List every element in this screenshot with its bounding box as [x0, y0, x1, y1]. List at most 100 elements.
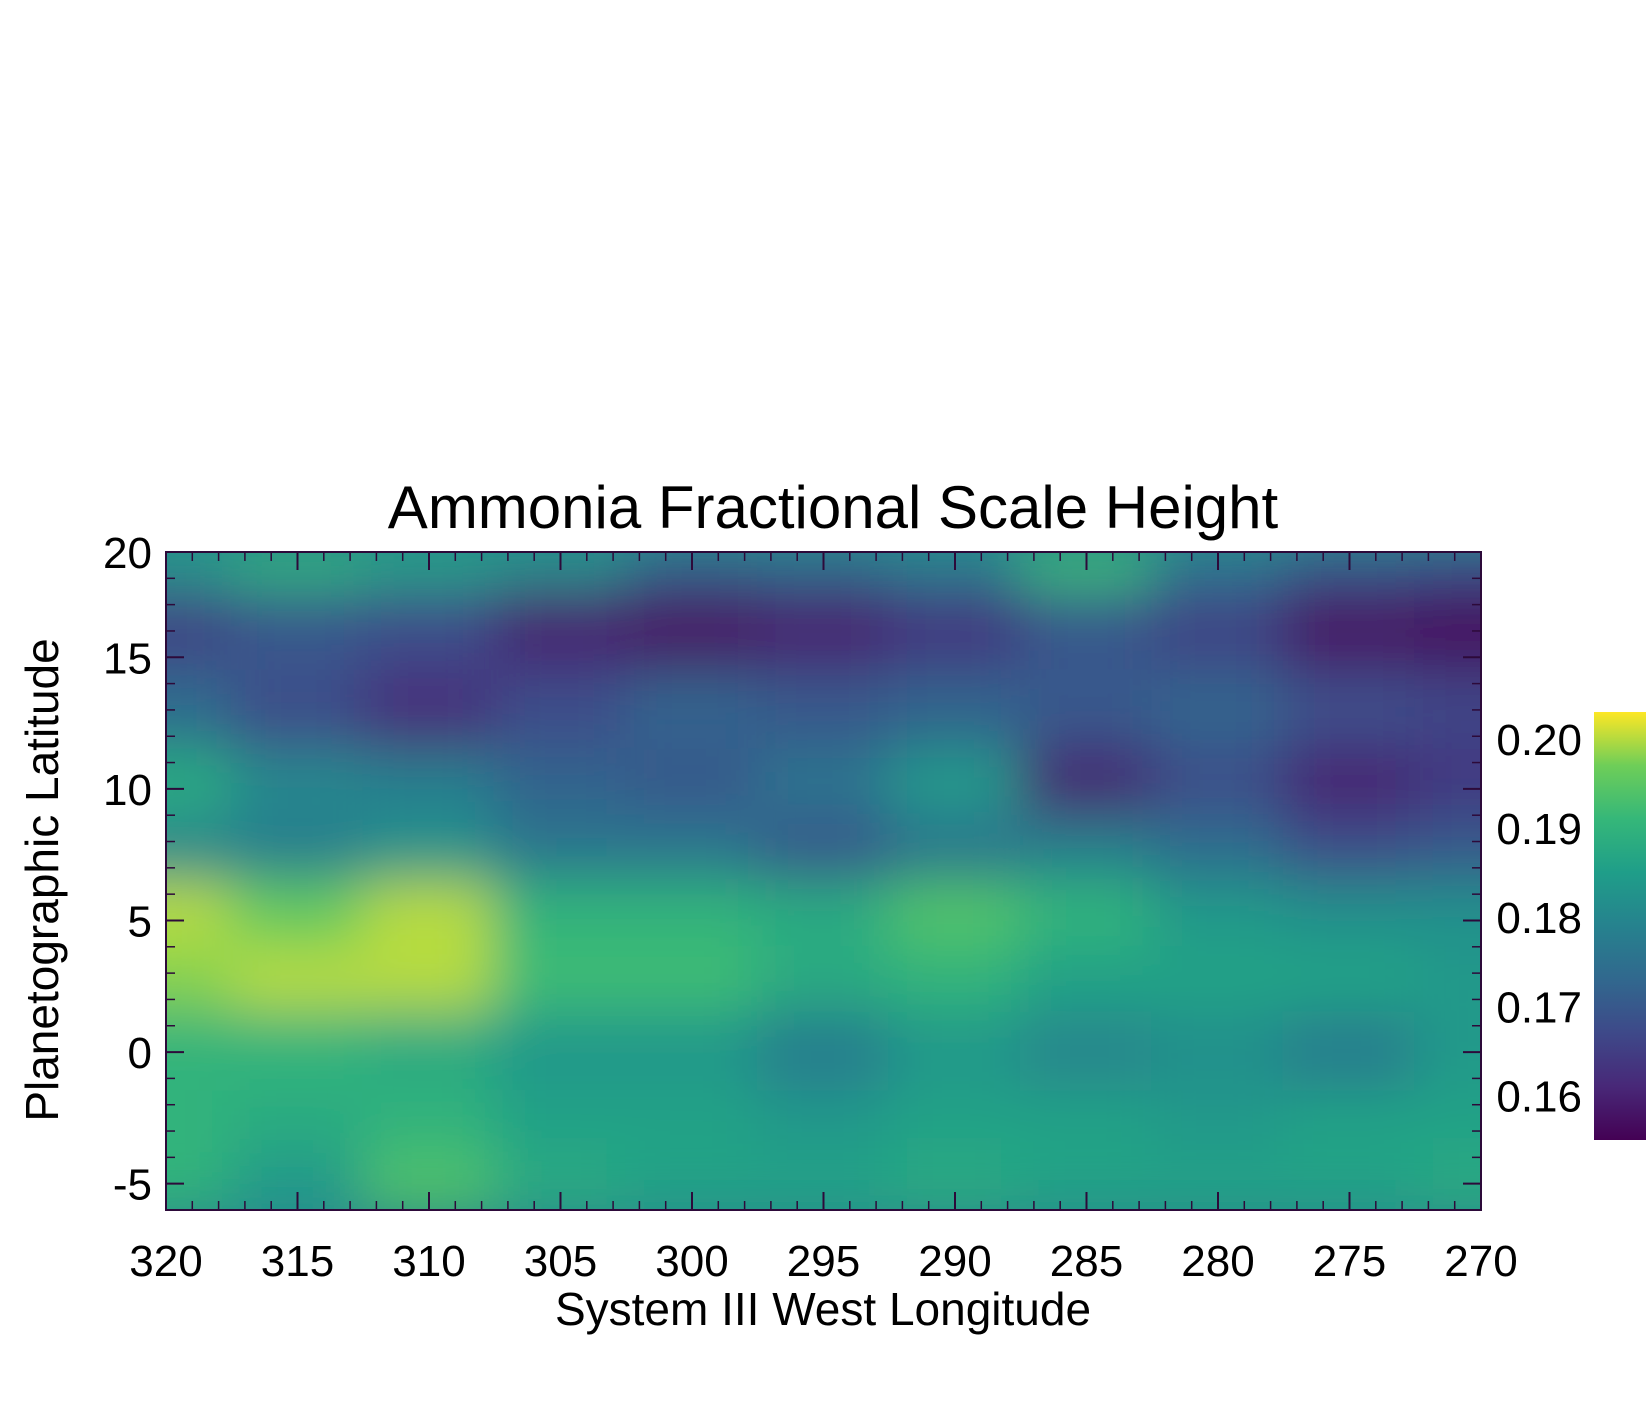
colorbar-tick-label: 0.17	[1496, 983, 1582, 1032]
heatmap-cell	[1282, 748, 1417, 817]
heatmap-cell	[230, 880, 365, 948]
heatmap-cell	[166, 748, 233, 817]
heatmap-cell	[166, 814, 233, 882]
heatmap-cell	[625, 1090, 759, 1159]
heatmap-cell	[166, 1090, 233, 1159]
heatmap-cell	[493, 945, 628, 1014]
y-tick-label: 20	[103, 529, 152, 578]
heatmap-cell	[1019, 748, 1154, 817]
y-tick-label: 5	[128, 897, 152, 946]
x-tick-label: 310	[392, 1237, 465, 1286]
heatmap-cell	[756, 880, 891, 948]
heatmap-cell	[362, 1090, 496, 1159]
heatmap-cell	[230, 590, 365, 672]
heatmap-cell	[756, 1011, 891, 1093]
heatmap-cell	[1019, 1090, 1154, 1159]
y-tick-label: -5	[113, 1161, 152, 1210]
heatmap-cell	[625, 748, 759, 817]
x-tick-label: 285	[1050, 1237, 1123, 1286]
x-tick-label: 300	[655, 1237, 728, 1286]
y-axis-label: Planetographic Latitude	[16, 638, 68, 1121]
heatmap-cell	[1019, 880, 1154, 948]
heatmap-cell	[362, 748, 496, 817]
x-axis: 320 315 310 305 300 295 290 285 280 275 270	[129, 552, 1518, 1286]
y-tick-label: 0	[128, 1029, 152, 1078]
heatmap-cell	[1151, 748, 1285, 817]
x-tick-label: 290	[918, 1237, 991, 1286]
heatmap-cell	[1414, 945, 1481, 1014]
heatmap-cell	[1019, 1011, 1154, 1093]
heatmap-cell	[888, 880, 1022, 948]
heatmap-cell	[625, 945, 759, 1014]
heatmap-cell	[1282, 814, 1417, 882]
heatmap-cell	[166, 880, 233, 948]
heatmap-cell	[1151, 590, 1285, 672]
x-tick-label: 305	[524, 1237, 597, 1286]
heatmap-cell	[230, 945, 365, 1014]
heatmap-cell	[166, 669, 233, 751]
heatmap-cell	[888, 669, 1022, 751]
heatmap-cell	[493, 1090, 628, 1159]
y-axis: 20 15 10 5 0 -5	[103, 529, 1481, 1211]
heatmap-cell	[1151, 814, 1285, 882]
heatmap-cell	[1019, 945, 1154, 1014]
heatmap-cell	[362, 590, 496, 672]
heatmap-cell	[625, 1011, 759, 1093]
x-axis-label: System III West Longitude	[555, 1283, 1091, 1335]
heatmap-cell	[1282, 880, 1417, 948]
heatmap-cell	[1414, 880, 1481, 948]
heatmap-cell	[362, 945, 496, 1014]
heatmap-cell	[493, 590, 628, 672]
x-tick-label: 280	[1181, 1237, 1254, 1286]
heatmap-cell	[756, 748, 891, 817]
colorbar-tick-label: 0.20	[1496, 716, 1582, 765]
heatmap-cell	[1282, 669, 1417, 751]
heatmap-cell	[888, 814, 1022, 882]
heatmap-cell	[1151, 945, 1285, 1014]
heatmap-cell	[1414, 669, 1481, 751]
heatmap-cell	[625, 669, 759, 751]
heatmap-cell	[1282, 590, 1417, 672]
heatmap-cell	[1019, 814, 1154, 882]
heatmap-cell	[1414, 814, 1481, 882]
heatmap-cell	[625, 814, 759, 882]
heatmap-cell	[1414, 748, 1481, 817]
heatmap-cell	[493, 814, 628, 882]
heatmap-cell	[362, 814, 496, 882]
heatmap-cell	[756, 669, 891, 751]
x-tick-label: 295	[787, 1237, 860, 1286]
colorbar-tick-label: 0.16	[1496, 1072, 1582, 1121]
colorbar-tick-label: 0.18	[1496, 894, 1582, 943]
chart-title: Ammonia Fractional Scale Height	[388, 474, 1279, 541]
heatmap-cell	[888, 1011, 1022, 1093]
heatmap-cell	[230, 669, 365, 751]
heatmap-cell	[230, 1011, 365, 1093]
heatmap-cell	[625, 880, 759, 948]
heatmap-cell	[1282, 1090, 1417, 1159]
heatmap-cell	[1019, 669, 1154, 751]
heatmap-cell	[756, 814, 891, 882]
heatmap-cell	[888, 945, 1022, 1014]
heatmap-cell	[230, 748, 365, 817]
heatmap-cell	[493, 669, 628, 751]
heatmap-cell	[756, 945, 891, 1014]
heatmap-cell	[362, 880, 496, 948]
heatmap-cell	[1282, 945, 1417, 1014]
heatmap-cell	[756, 1090, 891, 1159]
heatmap-cell	[230, 1090, 365, 1159]
y-tick-label: 15	[103, 634, 152, 683]
heatmap-cell	[362, 669, 496, 751]
x-tick-label: 270	[1444, 1237, 1517, 1286]
x-tick-label: 275	[1313, 1237, 1386, 1286]
heatmap-cell	[493, 1011, 628, 1093]
heatmap-cell	[888, 748, 1022, 817]
x-tick-label: 315	[261, 1237, 334, 1286]
heatmap-cell	[1414, 552, 1481, 593]
heatmap-cell	[1151, 669, 1285, 751]
heatmap-cell	[888, 1090, 1022, 1159]
heatmap-cell	[1151, 1090, 1285, 1159]
heatmap-cell	[362, 1011, 496, 1093]
colorbar-tick-label: 0.19	[1496, 805, 1582, 854]
y-tick-label: 10	[103, 766, 152, 815]
